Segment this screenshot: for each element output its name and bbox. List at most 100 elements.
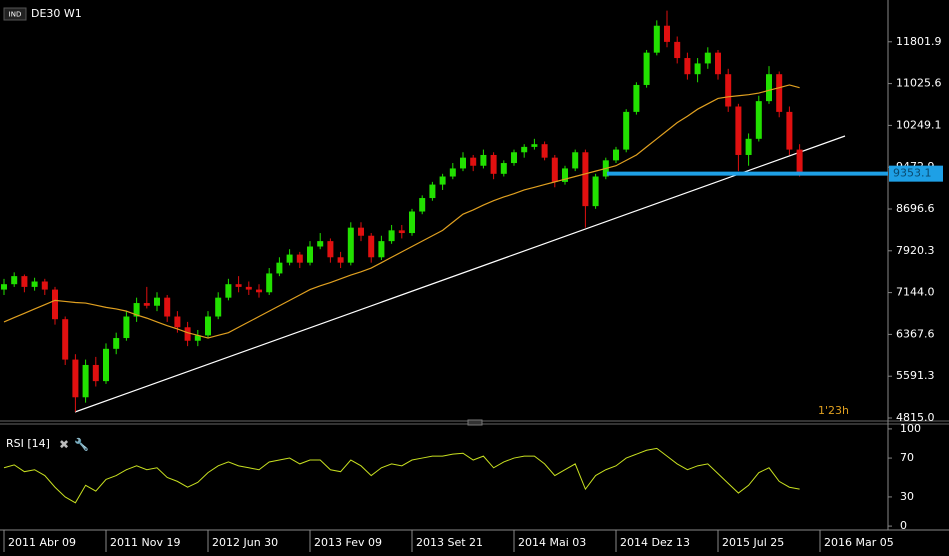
candle-body bbox=[276, 262, 283, 274]
candle-body bbox=[460, 157, 466, 169]
candle-body bbox=[307, 246, 313, 263]
x-tick-label: 2014 Dez 13 bbox=[620, 536, 690, 549]
candle-body bbox=[653, 25, 660, 53]
rsi-tick-label: 100 bbox=[900, 422, 921, 435]
y-tick-label: 5591.3 bbox=[896, 369, 935, 382]
candle-body bbox=[623, 111, 630, 150]
x-tick-label: 2011 Abr 09 bbox=[8, 536, 76, 549]
candle-body bbox=[592, 176, 599, 207]
close-icon[interactable]: ✖ bbox=[59, 438, 69, 452]
candle-body bbox=[633, 84, 640, 112]
candle-body bbox=[286, 254, 293, 263]
candle-body bbox=[337, 257, 344, 263]
candle-body bbox=[194, 335, 201, 341]
candle-body bbox=[205, 316, 211, 336]
candle-body bbox=[704, 52, 711, 64]
candle-body bbox=[368, 235, 375, 258]
candle-body bbox=[562, 168, 568, 182]
candle-body bbox=[103, 348, 109, 382]
x-tick-label: 2016 Mar 05 bbox=[824, 536, 894, 549]
timer: 1'23h bbox=[818, 404, 849, 417]
candle-body bbox=[470, 157, 477, 166]
candle-body bbox=[419, 198, 426, 212]
candle-body bbox=[143, 303, 150, 306]
y-tick-label: 8696.6 bbox=[896, 202, 935, 215]
candle-body bbox=[715, 52, 721, 75]
candle-body bbox=[256, 289, 262, 293]
x-tick-label: 2011 Nov 19 bbox=[110, 536, 180, 549]
candle-body bbox=[796, 149, 803, 174]
moving-average bbox=[3, 84, 800, 339]
candle-body bbox=[378, 241, 385, 258]
candle-body bbox=[215, 297, 222, 317]
y-tick-label: 11025.6 bbox=[896, 77, 942, 90]
y-tick-label: 10249.1 bbox=[896, 118, 942, 131]
candle-body bbox=[480, 154, 487, 166]
candle-body bbox=[245, 286, 252, 290]
candle-body bbox=[347, 227, 354, 263]
candle-body bbox=[184, 327, 191, 341]
candle-body bbox=[664, 25, 670, 42]
candle-body bbox=[123, 316, 130, 339]
candle-body bbox=[11, 276, 18, 285]
candle-body bbox=[92, 364, 99, 382]
candle-body bbox=[521, 146, 528, 153]
rsi-tick-label: 0 bbox=[900, 519, 907, 532]
settings-icon[interactable]: 🔧 bbox=[74, 437, 89, 452]
candle-body bbox=[409, 211, 415, 234]
candle-body bbox=[317, 241, 324, 247]
x-tick-label: 2014 Mai 03 bbox=[518, 536, 586, 549]
candle-body bbox=[490, 154, 497, 174]
candle-body bbox=[82, 364, 89, 398]
candle-body bbox=[449, 168, 456, 177]
candle-body bbox=[154, 297, 160, 306]
candle-body bbox=[327, 241, 334, 258]
x-tick-label: 2015 Jul 25 bbox=[722, 536, 784, 549]
candle-body bbox=[643, 52, 650, 85]
last-price-box bbox=[889, 165, 943, 182]
candle-body bbox=[398, 230, 405, 234]
y-tick-label: 4815.0 bbox=[896, 411, 935, 424]
candle-body bbox=[766, 74, 772, 102]
candle-body bbox=[235, 284, 242, 287]
candle-body bbox=[531, 144, 538, 147]
candle-body bbox=[21, 276, 28, 287]
candle-body bbox=[541, 144, 548, 158]
y-tick-label: 11801.9 bbox=[896, 35, 942, 48]
badge-box bbox=[3, 7, 27, 21]
rsi-line bbox=[3, 447, 800, 504]
candle-body bbox=[786, 111, 793, 150]
rsi-tick-label: 30 bbox=[900, 490, 914, 503]
candle-body bbox=[776, 74, 783, 112]
candle-body bbox=[511, 152, 517, 164]
x-tick-label: 2012 Jun 30 bbox=[212, 536, 278, 549]
y-tick-label: 7920.3 bbox=[896, 244, 935, 257]
candle-body bbox=[296, 254, 303, 263]
candle-body bbox=[613, 149, 619, 161]
panel-handle[interactable] bbox=[467, 419, 483, 426]
candle-body bbox=[358, 227, 364, 236]
last-price-label: 9353.1 bbox=[893, 167, 932, 180]
candle-body bbox=[572, 152, 579, 169]
candle-body bbox=[429, 184, 436, 199]
candle-body bbox=[388, 230, 395, 242]
candle-body bbox=[133, 303, 140, 317]
candle-body bbox=[745, 138, 752, 155]
candle-body bbox=[174, 316, 181, 328]
trendline bbox=[74, 135, 846, 413]
candle-body bbox=[674, 41, 681, 59]
candle-body bbox=[62, 319, 69, 360]
candle-body bbox=[1, 284, 7, 290]
candle-body bbox=[551, 157, 558, 182]
candle-body bbox=[113, 338, 120, 349]
candle-body bbox=[164, 297, 171, 317]
candle-body bbox=[582, 152, 589, 207]
candle-body bbox=[31, 281, 38, 287]
y-tick-label: 6367.6 bbox=[896, 327, 935, 340]
candle-body bbox=[52, 289, 58, 320]
rsi-label: RSI [14] bbox=[6, 437, 50, 450]
candle-body bbox=[72, 359, 79, 398]
rsi-tick-label: 70 bbox=[900, 451, 914, 464]
